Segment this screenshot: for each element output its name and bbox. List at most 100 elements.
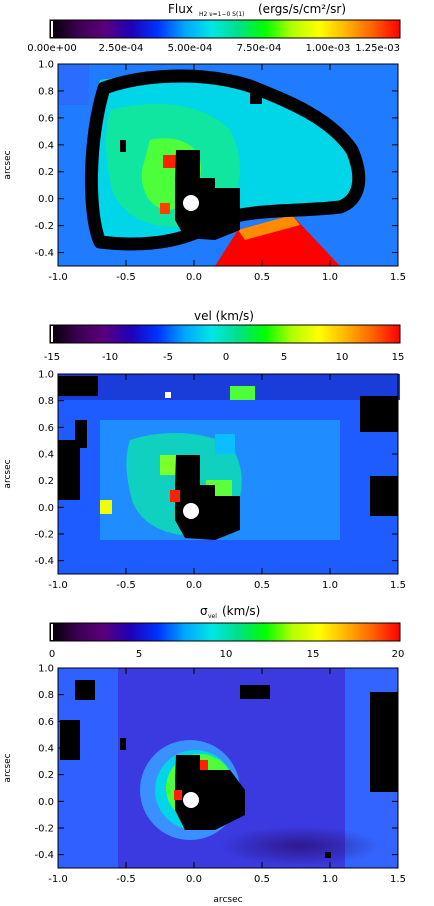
vel-mask-pixel-1 bbox=[75, 420, 87, 448]
flux-axes: -1.0 -0.5 0.0 0.5 1.0 1.5 1.0 0.8 0.6 0.4 0.2 0.0 -0… bbox=[34, 60, 405, 284]
flux-contour bbox=[84, 69, 366, 251]
flux-xtick-label: -0.5 bbox=[116, 272, 136, 283]
sigma-colorbar bbox=[50, 623, 400, 641]
vel-ytick-label: -0.4 bbox=[34, 556, 54, 567]
sigma-map bbox=[58, 668, 398, 868]
flux-cbar-tick-5: 1.25e-03 bbox=[355, 43, 400, 54]
sigma-title-units: (km/s) bbox=[222, 604, 260, 618]
flux-nucleus-marker bbox=[183, 195, 199, 211]
sigma-ylabel: arcsec bbox=[3, 753, 13, 782]
flux-title-main: Flux bbox=[168, 2, 193, 16]
flux-xtick-label: 1.0 bbox=[322, 272, 338, 283]
vel-cyan-patch bbox=[215, 434, 235, 454]
flux-xtick-label: 0.0 bbox=[186, 272, 202, 283]
sigma-title-main: σ bbox=[200, 604, 208, 618]
flux-red-edge bbox=[238, 215, 300, 240]
vel-cbar-tick-2: -5 bbox=[163, 352, 173, 363]
vel-mask-left bbox=[58, 440, 80, 500]
flux-map-frame bbox=[57, 63, 399, 267]
vel-xtick-label: -1.0 bbox=[48, 580, 68, 591]
vel-nucleus-marker bbox=[183, 503, 199, 519]
flux-cbar-tick-2: 5.00e-04 bbox=[168, 43, 213, 54]
vel-ytick-label: 1.0 bbox=[38, 370, 54, 381]
vel-white-pixel bbox=[165, 392, 171, 398]
vel-mask-right bbox=[370, 476, 398, 516]
flux-title-sub: H2 ν=1−0 S(1) bbox=[199, 11, 245, 18]
sigma-left-region bbox=[58, 668, 118, 868]
vel-top-patch bbox=[230, 386, 255, 400]
vel-title: vel (km/s) bbox=[194, 309, 254, 323]
sigma-xtick-label: 0.5 bbox=[254, 874, 270, 885]
sigma-mask-pixel-1 bbox=[120, 738, 126, 750]
vel-ytick-label: 0.0 bbox=[38, 503, 54, 514]
vel-colorbar-zero-marker bbox=[51, 326, 53, 342]
sigma-xlabel: arcsec bbox=[213, 895, 242, 905]
flux-ytick-label: 1.0 bbox=[38, 60, 54, 71]
panel-velocity: vel (km/s) -15 -10 -5 0 5 10 15 bbox=[3, 309, 406, 591]
sigma-nucleus-marker bbox=[183, 792, 199, 808]
flux-map bbox=[58, 64, 398, 266]
sigma-ytick-label: 0.6 bbox=[38, 717, 54, 728]
flux-cbar-tick-1: 2.50e-04 bbox=[99, 43, 144, 54]
flux-colorbar bbox=[50, 20, 400, 38]
sigma-ytick-label: 0.0 bbox=[38, 797, 54, 808]
vel-mask-top-left bbox=[58, 376, 98, 396]
vel-xtick-label: 0.5 bbox=[254, 580, 270, 591]
vel-green-patch-1 bbox=[160, 455, 180, 475]
sigma-ytick-label: -0.2 bbox=[34, 824, 54, 835]
vel-cbar-tick-5: 10 bbox=[336, 352, 349, 363]
sigma-colorbar-zero-marker bbox=[51, 624, 53, 640]
flux-ytick-label: 0.4 bbox=[38, 140, 54, 151]
sigma-red-pixel-2 bbox=[174, 790, 182, 800]
vel-red-pixel bbox=[170, 490, 180, 502]
vel-top-band bbox=[58, 374, 400, 400]
vel-yellow-pixel bbox=[100, 500, 112, 514]
flux-ylabel: arcsec bbox=[3, 150, 13, 179]
sigma-mask-right bbox=[370, 692, 398, 792]
vel-colorbar-ticks: -15 -10 -5 0 5 10 15 bbox=[44, 352, 405, 363]
vel-map-frame bbox=[57, 373, 399, 575]
sigma-axes: -1.0 -0.5 0.0 0.5 1.0 1.5 1.0 0.8 0.6 0.4 0.2 0.0 -0… bbox=[34, 664, 405, 886]
vel-cbar-tick-1: -10 bbox=[102, 352, 118, 363]
sigma-xtick-label: -1.0 bbox=[48, 874, 68, 885]
sigma-xtick-label: 0.0 bbox=[186, 874, 202, 885]
flux-colorbar-ticks: 0.00e+00 2.50e-04 5.00e-04 7.50e-04 1.00… bbox=[27, 43, 400, 54]
vel-cbar-tick-0: -15 bbox=[44, 352, 60, 363]
vel-axes: -1.0 -0.5 0.0 0.5 1.0 1.5 1.0 0.8 0.6 0.4 0.2 0.0 -0… bbox=[34, 370, 405, 592]
vel-ytick-label: -0.2 bbox=[34, 530, 54, 541]
vel-ytick-label: 0.8 bbox=[38, 396, 54, 407]
flux-xtick-label: -1.0 bbox=[48, 272, 68, 283]
vel-map bbox=[58, 374, 400, 574]
flux-ytick-label: 0.6 bbox=[38, 113, 54, 124]
sigma-colorbar-ticks: 0 5 10 15 20 bbox=[49, 649, 405, 660]
sigma-xtick-label: 1.5 bbox=[390, 874, 406, 885]
sigma-xtick-label: 1.0 bbox=[322, 874, 338, 885]
flux-hotspot-2 bbox=[160, 203, 170, 214]
vel-xtick-label: 1.0 bbox=[322, 580, 338, 591]
vel-cbar-tick-3: 0 bbox=[223, 352, 229, 363]
sigma-map-frame bbox=[57, 667, 399, 869]
sigma-cbar-tick-2: 10 bbox=[220, 649, 233, 660]
sigma-ytick-label: -0.4 bbox=[34, 850, 54, 861]
sigma-colorbar-frame bbox=[49, 622, 401, 642]
vel-cbar-tick-6: 15 bbox=[392, 352, 405, 363]
flux-dim-corner bbox=[59, 65, 89, 105]
flux-colorbar-frame bbox=[49, 19, 401, 39]
flux-ytick-label: 0.2 bbox=[38, 167, 54, 178]
sigma-cbar-tick-1: 5 bbox=[136, 649, 142, 660]
sigma-red-pixel-1 bbox=[200, 760, 208, 770]
flux-cbar-tick-4: 1.00e-03 bbox=[306, 43, 351, 54]
sigma-cbar-tick-0: 0 bbox=[49, 649, 55, 660]
vel-xtick-label: -0.5 bbox=[116, 580, 136, 591]
sigma-ytick-label: 0.8 bbox=[38, 690, 54, 701]
vel-colorbar bbox=[50, 325, 400, 343]
vel-ylabel: arcsec bbox=[3, 459, 13, 488]
vel-cbar-tick-4: 5 bbox=[281, 352, 287, 363]
sigma-central-mask bbox=[175, 755, 245, 830]
flux-mask-pixel-1 bbox=[250, 92, 262, 104]
vel-ytick-label: 0.2 bbox=[38, 476, 54, 487]
vel-mask-right-top bbox=[360, 396, 398, 432]
vel-xtick-label: 0.0 bbox=[186, 580, 202, 591]
vel-colorbar-frame bbox=[49, 324, 401, 344]
